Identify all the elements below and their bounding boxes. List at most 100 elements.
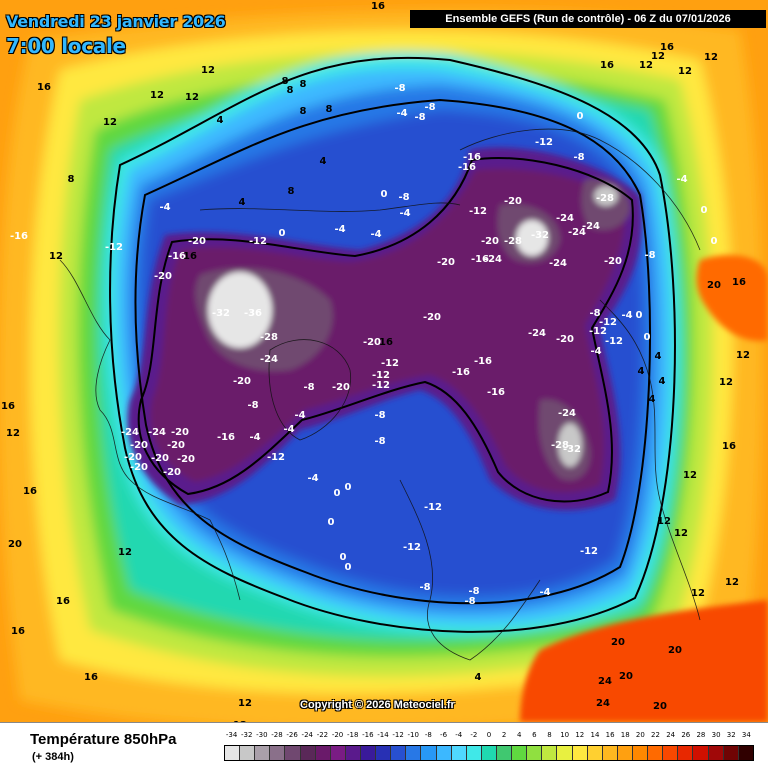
cold-core-east xyxy=(516,220,548,256)
isotherm-label: -28 xyxy=(596,193,614,204)
isotherm-label: 16 xyxy=(379,337,393,348)
legend-swatch xyxy=(451,746,467,760)
coastline-pacific xyxy=(399,479,541,661)
model-run-banner: Ensemble GEFS (Run de contrôle) - 06 Z d… xyxy=(410,10,766,28)
isotherm-minus8 xyxy=(134,98,651,605)
isotherm-label: 8 xyxy=(282,76,289,87)
legend-label: -24 xyxy=(301,731,313,739)
isotherm-label: -20 xyxy=(130,462,148,473)
valid-time: 7:00 locale xyxy=(6,34,126,58)
isotherm-label: -20 xyxy=(167,440,185,451)
legend-swatch xyxy=(678,746,694,760)
isotherm-label: 0 xyxy=(328,517,335,528)
legend-label: 6 xyxy=(532,731,537,739)
legend-swatch xyxy=(648,746,664,760)
legend-swatch xyxy=(708,746,724,760)
isotherm-label: 8 xyxy=(300,79,307,90)
isotherm-label: -12 xyxy=(580,546,598,557)
coastline-north-america xyxy=(59,259,241,601)
isotherm-label: -16 xyxy=(168,251,186,262)
isotherm-label: -8 xyxy=(394,83,405,94)
isotherm-label: -4 xyxy=(590,346,601,357)
isotherm-label: -24 xyxy=(260,354,278,365)
isotherm-label: 16 xyxy=(183,251,197,262)
isotherm-label: 12 xyxy=(736,350,750,361)
legend-label: -2 xyxy=(470,731,478,739)
legend-swatch xyxy=(240,746,256,760)
isotherm-label: 12 xyxy=(719,377,733,388)
isotherm-label: 8 xyxy=(288,186,295,197)
legend-swatch xyxy=(481,746,497,760)
isotherm-label: -32 xyxy=(563,444,581,455)
isotherm-label: -28 xyxy=(551,440,569,451)
isotherm-label: -8 xyxy=(374,410,385,421)
isotherm-label: -24 xyxy=(484,254,502,265)
isotherm-label: 0 xyxy=(636,310,643,321)
isotherm-label: -8 xyxy=(424,102,435,113)
legend-swatch xyxy=(330,746,346,760)
isotherm-label: -4 xyxy=(283,424,294,435)
isotherm-label: -16 xyxy=(458,162,476,173)
legend-swatch xyxy=(693,746,709,760)
isotherm-label: 0 xyxy=(644,332,651,343)
isotherm-label: -16 xyxy=(452,367,470,378)
isotherm-label: -4 xyxy=(370,229,381,240)
isotherm-label: -12 xyxy=(249,236,267,247)
isotherm-label: -4 xyxy=(307,473,318,484)
isotherm-label: -20 xyxy=(154,271,172,282)
isotherm-label: 20 xyxy=(653,701,667,712)
isotherm-label: 12 xyxy=(201,65,215,76)
legend-label: 2 xyxy=(501,731,507,739)
isotherm-label: 12 xyxy=(691,588,705,599)
valid-date: Vendredi 23 janvier 2026 xyxy=(6,12,226,31)
legend-swatch xyxy=(512,746,528,760)
isotherm-label: 16 xyxy=(660,42,674,53)
isotherm-label: 4 xyxy=(659,376,666,387)
isotherm-label: -12 xyxy=(372,370,390,381)
color-scale-swatches xyxy=(224,745,754,761)
red-zone xyxy=(520,600,768,722)
isotherm-label: 12 xyxy=(103,117,117,128)
isotherm-label: -24 xyxy=(558,408,576,419)
cold-core-west xyxy=(208,272,272,348)
isotherm-label: -4 xyxy=(399,208,410,219)
legend-swatch xyxy=(270,746,286,760)
isotherm-label: 12 xyxy=(725,577,739,588)
isotherm-label: 12 xyxy=(704,52,718,63)
legend-label: 30 xyxy=(711,731,721,739)
isotherm-label: -32 xyxy=(212,308,230,319)
legend-label: -14 xyxy=(377,731,389,739)
isotherm-label: -20 xyxy=(130,440,148,451)
legend-swatch xyxy=(738,746,753,760)
coastline-greenland xyxy=(268,339,352,441)
isotherm-label: -12 xyxy=(589,326,607,337)
coastline-asia xyxy=(459,128,701,251)
isotherm-label: 12 xyxy=(238,698,252,709)
isotherm-label: -12 xyxy=(599,317,617,328)
isotherm-label: 12 xyxy=(639,60,653,71)
isotherm-label: 20 xyxy=(8,539,22,550)
isotherm-label: -20 xyxy=(556,334,574,345)
isotherm-label: -12 xyxy=(469,206,487,217)
legend-label: 34 xyxy=(741,731,751,739)
isotherm-label: 16 xyxy=(732,277,746,288)
isotherm-label: -16 xyxy=(10,231,28,242)
isotherm-label: -32 xyxy=(531,230,549,241)
isotherm-label: -4 xyxy=(249,432,260,443)
isotherm-label: 12 xyxy=(674,528,688,539)
isotherm-label: 16 xyxy=(37,82,51,93)
isotherm-label: -8 xyxy=(414,112,425,123)
isotherm-label: -20 xyxy=(332,382,350,393)
isotherm-label: -20 xyxy=(151,453,169,464)
isotherm-label: 0 xyxy=(345,562,352,573)
legend-label: -34 xyxy=(225,731,238,739)
isotherm-label: -12 xyxy=(535,137,553,148)
isotherm-label: -8 xyxy=(419,582,430,593)
isotherm-label: 12 xyxy=(678,66,692,77)
isotherm-label: -36 xyxy=(244,308,262,319)
isotherm-label: -20 xyxy=(423,312,441,323)
isotherm-label: -4 xyxy=(676,174,687,185)
legend-swatch xyxy=(542,746,558,760)
